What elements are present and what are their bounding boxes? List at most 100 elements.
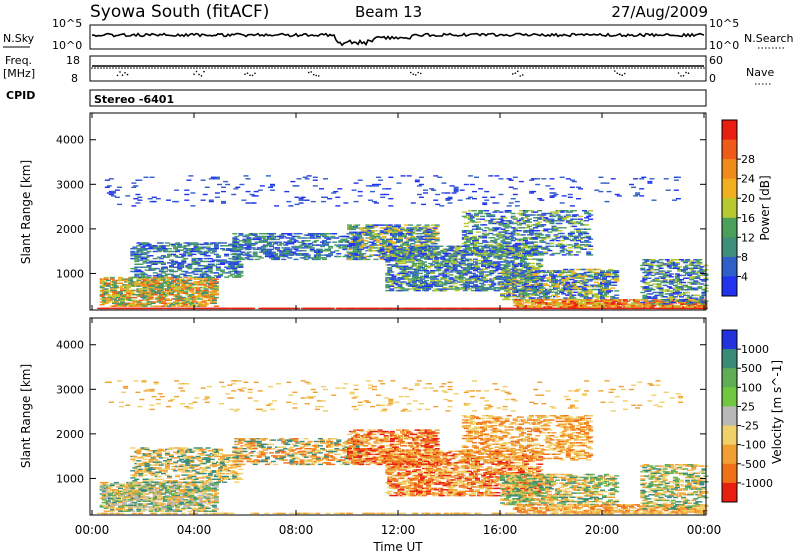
- heatmap-cell: [150, 267, 156, 270]
- heatmap-cell: [563, 297, 569, 299]
- heatmap-cell: [187, 248, 193, 250]
- heatmap-cell: [536, 297, 542, 299]
- heatmap-cell: [604, 284, 609, 286]
- heatmap-cell: [398, 235, 403, 238]
- heatmap-cell: [367, 225, 373, 228]
- heatmap-cell: [474, 252, 479, 255]
- heatmap-cell: [146, 262, 152, 264]
- heatmap-cell: [140, 272, 146, 274]
- heatmap-cell: [436, 269, 442, 272]
- heatmap-cell: [422, 261, 427, 263]
- heatmap-cell: [160, 246, 166, 248]
- heatmap-cell: [183, 304, 189, 306]
- heatmap-cell: [126, 296, 132, 299]
- heatmap-cell: [160, 301, 166, 303]
- heatmap-cell: [549, 273, 554, 275]
- heatmap-cell: [508, 247, 514, 249]
- heatmap-cell: [199, 265, 205, 267]
- heatmap-cell: [218, 273, 223, 275]
- heatmap-cell: [201, 301, 207, 303]
- heatmap-cell: [183, 270, 189, 273]
- heatmap-cell: [608, 268, 614, 271]
- heatmap-cell: [474, 212, 479, 215]
- heatmap-cell: [567, 215, 573, 218]
- heatmap-cell: [456, 247, 462, 249]
- heatmap-cell: [126, 298, 132, 300]
- heatmap-cell: [544, 284, 550, 286]
- heatmap-cell: [571, 215, 577, 218]
- heatmap-cell: [391, 237, 397, 239]
- heatmap-cell: [222, 249, 228, 251]
- heatmap-cell: [539, 225, 545, 228]
- heatmap-cell: [415, 288, 421, 290]
- heatmap-cell: [555, 284, 561, 286]
- heatmap-cell: [582, 231, 588, 233]
- heatmap-cell: [232, 245, 238, 247]
- heatmap-cell: [585, 278, 591, 281]
- heatmap-cell: [203, 295, 209, 297]
- heatmap-cell: [171, 281, 177, 283]
- heatmap-cell: [520, 234, 526, 236]
- heatmap-cell: [478, 242, 484, 245]
- heatmap-cell: [516, 212, 522, 215]
- heatmap-cell: [211, 250, 217, 253]
- nave-point: [619, 67, 621, 69]
- nave-point: [511, 73, 514, 75]
- heatmap-cell: [518, 304, 524, 307]
- nave-trace: [91, 67, 705, 77]
- heatmap-cell: [195, 292, 201, 294]
- heatmap-cell: [485, 267, 491, 269]
- heatmap-cell: [452, 279, 458, 282]
- heatmap-cell: [512, 218, 518, 220]
- nave-point: [532, 67, 534, 69]
- heatmap-cell: [406, 228, 412, 231]
- heatmap-cell: [532, 258, 538, 260]
- heatmap-cell: [349, 237, 354, 239]
- heatmap-cell: [486, 214, 492, 216]
- heatmap-cell: [588, 218, 594, 220]
- heatmap-cell: [126, 292, 132, 294]
- heatmap-cell: [520, 212, 526, 215]
- heatmap-cell: [203, 292, 209, 294]
- heatmap-cell: [369, 231, 375, 233]
- heatmap-cell: [118, 276, 123, 279]
- heatmap-cell: [379, 233, 385, 235]
- heatmap-cell: [529, 231, 535, 233]
- heatmap-cell: [371, 250, 377, 252]
- heatmap-cell: [111, 279, 117, 282]
- heatmap-cell: [506, 268, 512, 271]
- heatmap-cell: [130, 302, 136, 304]
- nave-point: [127, 67, 129, 69]
- heatmap-cell: [563, 303, 569, 305]
- heatmap-cell: [537, 245, 543, 247]
- heatmap-cell: [511, 277, 517, 279]
- heatmap-cell: [213, 296, 219, 299]
- heatmap-cell: [446, 267, 452, 269]
- heatmap-cell: [422, 252, 427, 255]
- heatmap-cell: [505, 269, 511, 272]
- heatmap-cell: [526, 281, 532, 284]
- nave-point: [634, 67, 636, 69]
- heatmap-cell: [365, 234, 371, 236]
- heatmap-cell: [507, 274, 513, 276]
- heatmap-cell: [353, 241, 359, 243]
- heatmap-cell: [498, 247, 504, 249]
- nave-point: [520, 67, 522, 69]
- heatmap-cell: [408, 238, 414, 241]
- heatmap-cell: [326, 248, 332, 251]
- heatmap-cell: [195, 289, 201, 292]
- heatmap-cell: [468, 285, 474, 287]
- heatmap-cell: [248, 238, 254, 241]
- heatmap-cell: [203, 294, 209, 296]
- heatmap-cell: [525, 241, 530, 243]
- heatmap-cell: [415, 255, 421, 257]
- heatmap-cell: [391, 251, 397, 253]
- heatmap-cell: [561, 300, 567, 302]
- nave-point: [163, 67, 165, 69]
- heatmap-cell: [434, 282, 440, 285]
- nave-point: [618, 73, 621, 76]
- heatmap-cell: [576, 245, 581, 247]
- heatmap-cell: [401, 281, 407, 283]
- heatmap-cell: [201, 284, 207, 286]
- heatmap-cell: [501, 288, 507, 290]
